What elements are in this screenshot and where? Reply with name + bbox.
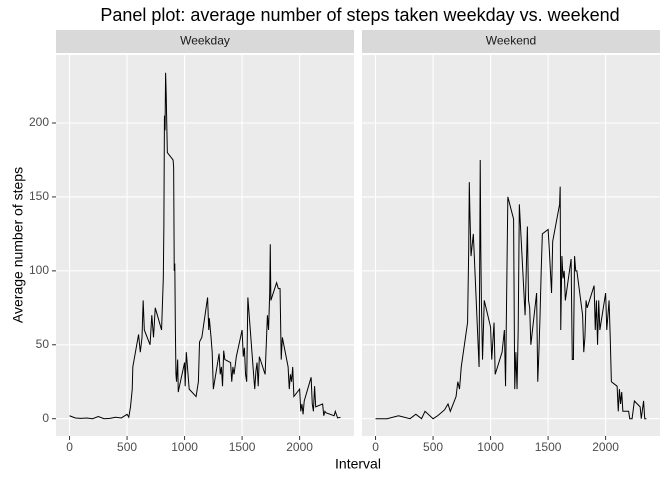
panel-background — [56, 55, 354, 436]
line-series — [375, 159, 647, 420]
x-tick-label: 1500 — [229, 440, 256, 454]
chart-title: Panel plot: average number of steps take… — [100, 5, 619, 25]
y-tick-label: 200 — [29, 115, 49, 129]
y-tick-label: 0 — [42, 411, 49, 425]
x-tick-label: 2000 — [286, 440, 313, 454]
x-tick-label: 500 — [423, 440, 443, 454]
line-series — [69, 72, 341, 420]
x-tick-label: 1500 — [535, 440, 562, 454]
panel-background — [362, 55, 660, 436]
x-tick-label: 2000 — [592, 440, 619, 454]
x-axis-label: Interval — [335, 456, 381, 472]
facet-strip — [362, 30, 660, 53]
x-tick-label: 500 — [117, 440, 137, 454]
facet-label: Weekday — [180, 34, 230, 48]
x-tick-label: 1000 — [477, 440, 504, 454]
x-tick-label: 1000 — [171, 440, 198, 454]
y-tick-label: 150 — [29, 189, 49, 203]
y-tick-label: 100 — [29, 263, 49, 277]
x-tick-label: 0 — [372, 440, 379, 454]
x-tick-label: 0 — [66, 440, 73, 454]
facet-label: Weekend — [486, 34, 536, 48]
y-tick-label: 50 — [36, 337, 50, 351]
y-axis-label: Average number of steps — [10, 167, 26, 323]
facet-strip — [56, 30, 354, 53]
